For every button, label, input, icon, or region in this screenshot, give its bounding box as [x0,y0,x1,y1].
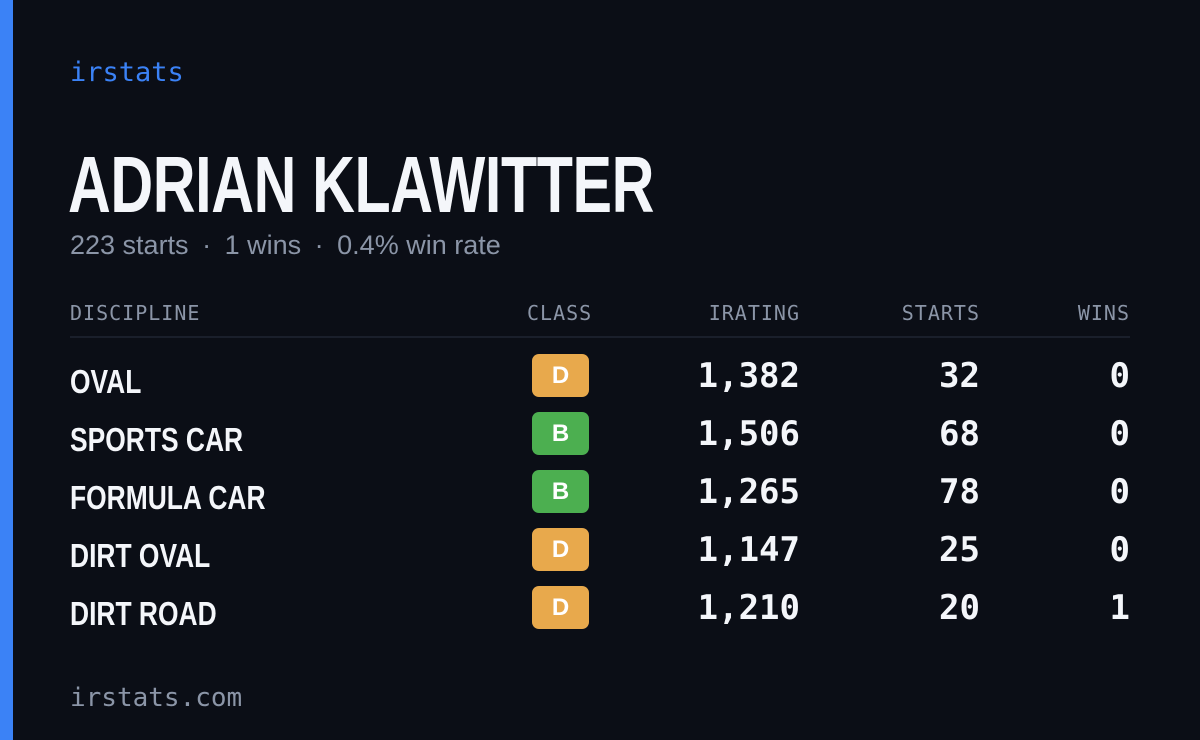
row-starts: 32 [939,356,980,396]
row-starts: 78 [939,472,980,512]
table-row: OVAL D 1,382 32 0 [0,354,1200,412]
driver-name: ADRIAN KLAWITTER [68,140,655,229]
table-row: DIRT OVAL D 1,147 25 0 [0,528,1200,586]
row-discipline: DIRT ROAD [70,595,217,632]
row-irating: 1,147 [697,530,800,570]
header-irating: IRATING [708,301,800,325]
row-irating: 1,382 [697,356,800,396]
row-starts: 20 [939,588,980,628]
summary-wins: 1 wins [224,230,302,260]
row-starts: 68 [939,414,980,454]
row-discipline: DIRT OVAL [70,537,211,574]
row-starts: 25 [939,530,980,570]
class-badge: D [532,528,589,571]
row-discipline: OVAL [70,363,142,400]
summary-separator: · [314,230,324,260]
class-badge: B [532,470,589,513]
accent-bar [0,0,13,740]
row-wins: 0 [1109,472,1130,512]
brand-logo: irstats [70,57,184,88]
driver-summary: 223 starts · 1 wins · 0.4% win rate [70,228,501,262]
class-badge: B [532,412,589,455]
row-discipline: SPORTS CAR [70,421,244,458]
footer-url: irstats.com [70,683,243,713]
row-irating: 1,265 [697,472,800,512]
class-badge: D [532,354,589,397]
summary-starts: 223 starts [70,230,189,260]
class-badge: D [532,586,589,629]
row-wins: 0 [1109,356,1130,396]
row-wins: 0 [1109,414,1130,454]
header-divider [70,336,1130,338]
table-row: DIRT ROAD D 1,210 20 1 [0,586,1200,644]
table-row: FORMULA CAR B 1,265 78 0 [0,470,1200,528]
row-wins: 1 [1109,588,1130,628]
header-starts: STARTS [901,301,980,325]
summary-separator: · [202,230,212,260]
header-class: CLASS [527,301,593,325]
table-row: SPORTS CAR B 1,506 68 0 [0,412,1200,470]
row-irating: 1,506 [697,414,800,454]
row-wins: 0 [1109,530,1130,570]
row-irating: 1,210 [697,588,800,628]
header-discipline: DISCIPLINE [70,301,201,325]
row-discipline: FORMULA CAR [70,479,266,516]
summary-win-rate: 0.4% win rate [337,230,501,260]
header-wins: WINS [1077,301,1130,325]
